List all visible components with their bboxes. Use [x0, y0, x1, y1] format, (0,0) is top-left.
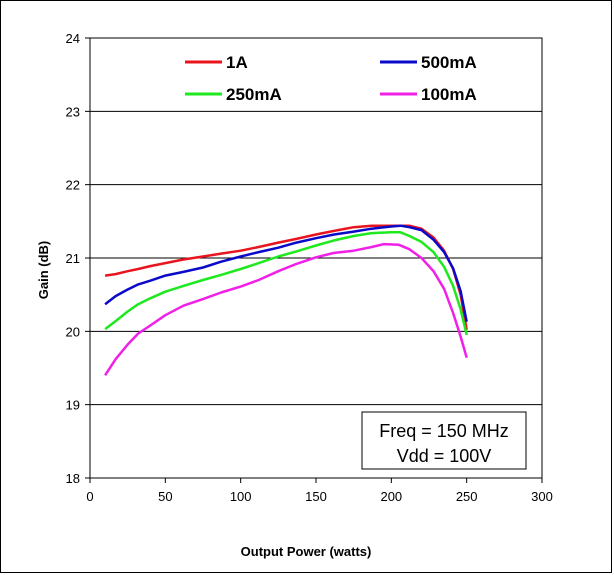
series-line-250mA — [104, 231, 468, 336]
legend: 1A 500mA 250mA 100mA — [185, 53, 477, 104]
x-tick-label: 300 — [531, 489, 553, 504]
y-tick-label: 20 — [66, 324, 80, 339]
x-tick-label: 0 — [86, 489, 93, 504]
x-tick-label: 50 — [158, 489, 172, 504]
legend-label: 500mA — [421, 53, 477, 72]
x-tick-label: 100 — [230, 489, 252, 504]
x-tick-label: 150 — [305, 489, 327, 504]
axis-ticks: 18 19 20 21 22 23 24 0 50 100 150 200 250 300 — [66, 31, 553, 504]
series-line-1A — [104, 224, 468, 331]
y-axis-title: Gain (dB) — [36, 241, 51, 300]
x-axis-title: Output Power (watts) — [241, 544, 372, 559]
series-line-100mA — [104, 242, 468, 376]
y-tick-label: 18 — [66, 471, 80, 486]
y-tick-label: 21 — [66, 251, 80, 266]
x-tick-label: 250 — [456, 489, 478, 504]
series-lines — [104, 224, 468, 376]
y-tick-label: 24 — [66, 31, 80, 46]
annotation-text: Freq = 150 MHz — [379, 421, 509, 441]
x-tick-label: 200 — [380, 489, 402, 504]
annotation-box: Freq = 150 MHz Vdd = 100V — [361, 411, 527, 470]
legend-label: 1A — [226, 53, 248, 72]
series-line-500mA — [104, 224, 468, 323]
annotation-frame — [361, 411, 527, 470]
legend-label: 250mA — [226, 85, 282, 104]
y-tick-label: 19 — [66, 398, 80, 413]
y-tick-label: 23 — [66, 104, 80, 119]
legend-label: 100mA — [421, 85, 477, 104]
y-tick-label: 22 — [66, 178, 80, 193]
annotation-text: Vdd = 100V — [397, 446, 492, 466]
